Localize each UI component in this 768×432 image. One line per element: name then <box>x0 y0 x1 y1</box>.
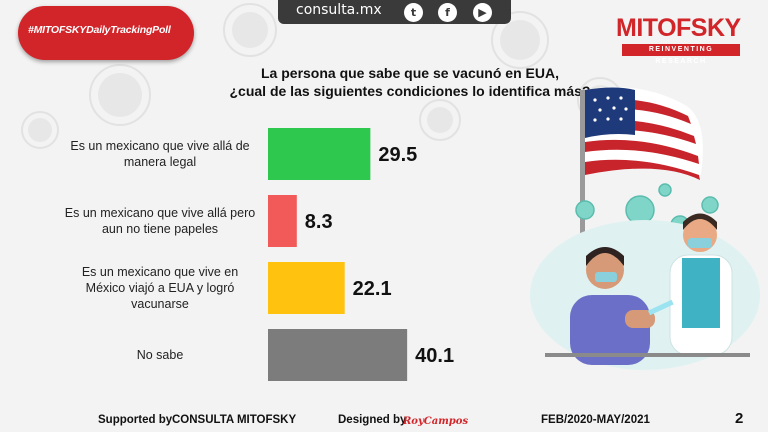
bar-value-label-3: 22.1 <box>353 278 392 300</box>
vaccination-illustration <box>530 87 760 370</box>
category-label-line: Es un mexicano que vive en <box>81 265 239 279</box>
youtube-icon[interactable]: ▶ <box>473 3 492 22</box>
category-label-line: Es un mexicano que vive allá de <box>70 139 250 153</box>
twitter-icon[interactable]: t <box>404 3 423 22</box>
hashtag-badge[interactable]: #MITOFSKYDailyTrackingPoll <box>18 6 194 60</box>
category-label-line: Es un mexicano que vive allá pero <box>64 206 256 220</box>
brand-tagline: REINVENTING RESEARCH <box>622 44 740 65</box>
category-label-2: Es un mexicano que vive allá pero aun no … <box>60 205 260 237</box>
illustration-floor <box>545 353 750 357</box>
category-label-line: aun no tiene papeles <box>101 222 219 236</box>
bar-value-label-4: 40.1 <box>415 345 454 367</box>
date-range: FEB/2020-MAY/2021 <box>541 414 650 426</box>
chart-title-line-1: La persona que sabe que se vacunó en EUA… <box>261 65 559 81</box>
bar-value-label-2: 8.3 <box>305 211 333 233</box>
supported-by-prefix: Supported by <box>98 414 173 426</box>
designer-signature: RoyCampos <box>403 416 469 427</box>
designed-by-prefix: Designed by <box>338 414 407 426</box>
site-url-link[interactable]: consulta.mx <box>296 2 382 18</box>
category-label-line: vacunarse <box>131 297 189 311</box>
top-bar: consulta.mx t f ▶ <box>278 0 511 24</box>
chart-title: La persona que sabe que se vacunó en EUA… <box>200 64 620 100</box>
category-label-1: Es un mexicano que vive allá de manera le… <box>60 138 260 170</box>
bar-3 <box>268 262 345 314</box>
category-label-4: No sabe <box>60 347 260 363</box>
bar-value-label-1: 29.5 <box>378 144 417 166</box>
usa-flag-icon <box>585 87 703 180</box>
category-label-line: No sabe <box>136 348 184 362</box>
facebook-icon[interactable]: f <box>438 3 457 22</box>
doctor-figure <box>669 213 733 356</box>
syringe-icon <box>647 299 674 316</box>
page-number: 2 <box>735 410 744 427</box>
bar-4 <box>268 329 408 381</box>
flag-pole <box>580 90 585 250</box>
bar-2 <box>268 195 297 247</box>
supported-by-name: CONSULTA MITOFSKY <box>172 414 297 426</box>
brand-logo: MITOFSKY <box>616 14 741 42</box>
hashtag-text: #MITOFSKYDailyTrackingPoll <box>28 24 171 36</box>
category-label-line: México viajó a EUA y logró <box>85 281 235 295</box>
category-label-line: manera legal <box>123 155 197 169</box>
patient-figure <box>570 247 655 365</box>
chart-title-line-2: ¿cual de las siguientes condiciones lo i… <box>229 83 591 99</box>
category-label-3: Es un mexicano que vive en México viajó a… <box>60 264 260 312</box>
bar-1 <box>268 128 371 180</box>
